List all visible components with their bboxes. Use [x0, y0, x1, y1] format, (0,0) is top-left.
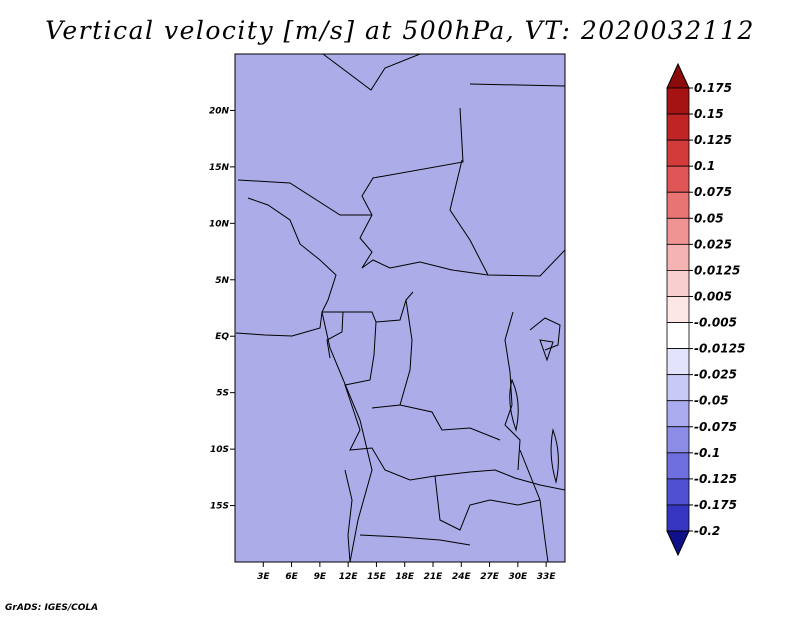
- colorbar-segment: [666, 504, 690, 532]
- lon-tick-label: 12E: [339, 572, 359, 582]
- lon-tick-label: 30E: [509, 572, 529, 582]
- footer-credit: GrADS: IGES/COLA: [5, 603, 99, 613]
- colorbar-bottom-arrow: [666, 530, 690, 557]
- colorbar-segment: [666, 270, 690, 297]
- colorbar-label: -0.025: [694, 368, 737, 382]
- lat-tick-label: EQ: [215, 332, 229, 342]
- country-boundaries: [235, 54, 565, 562]
- lon-tick-label: 3E: [257, 572, 270, 582]
- colorbar-segment: [666, 400, 690, 428]
- colorbar-label: 0.1: [694, 159, 715, 173]
- colorbar-segment: [666, 139, 690, 167]
- colorbar-label: 0.05: [694, 211, 724, 225]
- map-frame: [234, 53, 566, 563]
- colorbar-label: -0.2: [694, 524, 720, 538]
- lon-tick-label: 21E: [424, 572, 444, 582]
- colorbar-segment: [666, 348, 690, 376]
- lon-tick-label: 27E: [480, 572, 500, 582]
- colorbar-label: 0.025: [694, 237, 732, 251]
- colorbar-label: 0.175: [694, 81, 732, 95]
- colorbar-label: 0.0125: [694, 263, 740, 277]
- lon-tick-label: 9E: [314, 572, 327, 582]
- lat-tick-label: 10N: [209, 219, 230, 229]
- lat-tick-label: 10S: [210, 445, 229, 455]
- colorbar-top-arrow: [666, 62, 690, 89]
- map-panel: [235, 54, 565, 562]
- colorbar-label: -0.1: [694, 446, 720, 460]
- colorbar-segment: [666, 426, 690, 454]
- lon-tick-label: 6E: [285, 572, 298, 582]
- lat-tick-label: 15S: [210, 502, 229, 512]
- colorbar-segment: [666, 217, 690, 245]
- latitude-axis: 20N 15N 10N 5N EQ 5S 10S 15S: [209, 106, 235, 512]
- lon-tick-label: 18E: [395, 572, 415, 582]
- colorbar-segment: [666, 87, 690, 115]
- colorbar-label: -0.175: [694, 498, 737, 512]
- colorbar-label: 0.125: [694, 133, 732, 147]
- colorbar-label: -0.0125: [694, 342, 745, 356]
- colorbar-segment: [666, 374, 690, 402]
- colorbar-segment: [666, 113, 690, 141]
- velocity-field: [235, 54, 565, 562]
- colorbar-segment: [666, 322, 690, 349]
- colorbar-label: -0.075: [694, 420, 737, 434]
- colorbar-segment: [666, 296, 690, 323]
- colorbar-label: 0.075: [694, 185, 732, 199]
- colorbar-segment: [666, 191, 690, 219]
- colorbar-label: -0.05: [694, 394, 729, 408]
- colorbar-label: -0.125: [694, 472, 737, 486]
- lat-tick-label: 20N: [209, 106, 230, 116]
- lake-outlines: [509, 339, 559, 484]
- lat-tick-label: 5S: [216, 389, 229, 399]
- lat-tick-label: 15N: [209, 163, 230, 173]
- lon-tick-label: 24E: [452, 572, 472, 582]
- colorbar-label: -0.005: [694, 316, 737, 330]
- longitude-axis: 3E 6E 9E 12E 15E 18E 21E 24E 27E 30E 33E: [257, 562, 556, 582]
- colorbar-segment: [666, 478, 690, 506]
- colorbar-segment: [666, 165, 690, 193]
- colorbar-segment: [666, 452, 690, 480]
- colorbar: 0.175 0.15 0.125 0.1 0.075 0.05 0.025 0.0125 0.0…: [666, 62, 745, 557]
- colorbar-label: 0.15: [694, 107, 724, 121]
- lon-tick-label: 15E: [367, 572, 387, 582]
- colorbar-segment: [666, 243, 690, 271]
- lat-tick-label: 5N: [215, 276, 229, 286]
- plot-title: Vertical velocity [m/s] at 500hPa, VT: 2…: [45, 16, 755, 45]
- lon-tick-label: 33E: [537, 572, 557, 582]
- colorbar-label: 0.005: [694, 289, 732, 303]
